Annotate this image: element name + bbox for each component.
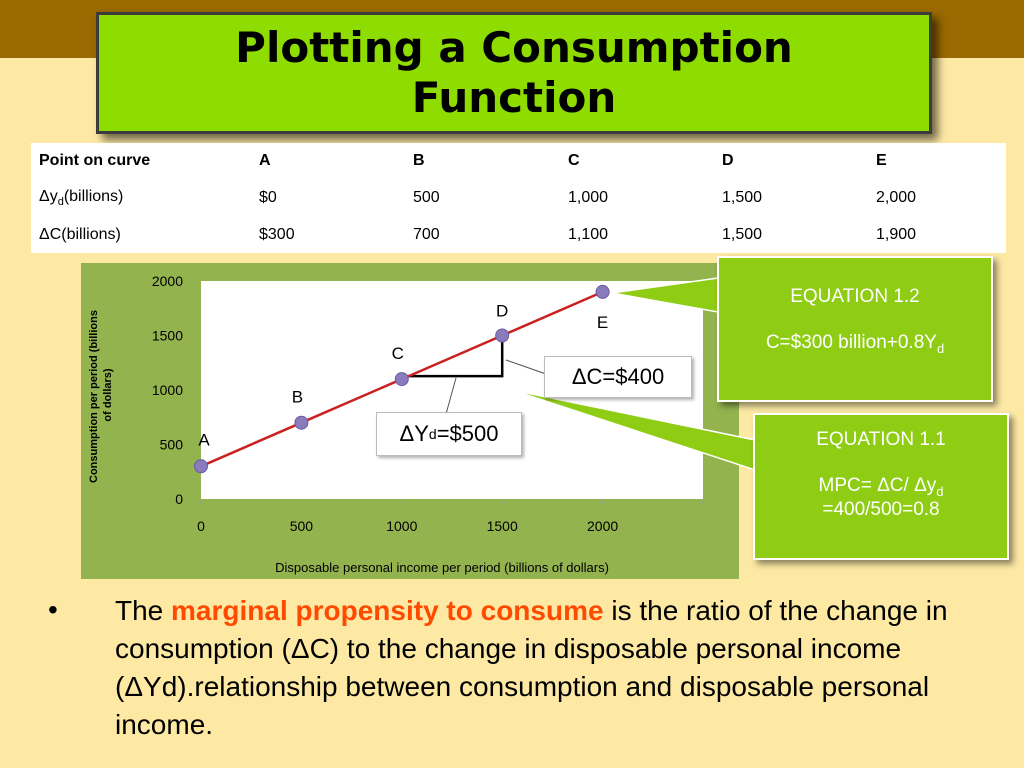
bullet-highlight: marginal propensity to consume <box>171 595 604 626</box>
table-cell: E <box>876 152 887 170</box>
table-cell-suffix: (billions) <box>63 187 124 205</box>
table-cell: D <box>722 152 734 170</box>
x-tick-marks <box>200 499 704 504</box>
y-axis-label: Consumption per period (billions of doll… <box>88 307 114 483</box>
table-cell: 1,500 <box>722 225 763 243</box>
point-label: C <box>392 344 404 363</box>
y-tick-label: 500 <box>160 437 184 453</box>
table-row: Δyd(billions) $0 500 1,000 1,500 2,000 <box>31 180 1006 217</box>
table-cell-text: Δy <box>39 187 58 205</box>
table-row-header: Point on curve A B C D E <box>31 143 1006 180</box>
y-tick-label: 1000 <box>152 382 183 398</box>
eq12-title: EQUATION 1.2 <box>790 286 920 307</box>
delta-y-prefix: ΔY <box>399 421 429 446</box>
eq12-formula-line: C=$300 billion+0.8Yd <box>719 332 991 356</box>
eq11-subscript: d <box>936 483 944 499</box>
table-cell: $300 <box>259 225 295 243</box>
bullet-rest: is the ratio of the change in consumptio… <box>115 595 948 740</box>
table-cell: 1,500 <box>722 188 763 206</box>
y-tick-labels: 0 500 1000 1500 2000 <box>152 273 183 507</box>
bullet-lead: The <box>115 595 172 626</box>
table-cell: A <box>259 152 271 170</box>
table-cell-subscript: d <box>57 196 64 209</box>
delta-bracket <box>401 335 504 378</box>
delta-y-suffix: =$500 <box>436 421 499 446</box>
table-cell: $0 <box>259 188 277 206</box>
table-cell: 2,000 <box>876 188 917 206</box>
data-point <box>394 372 409 387</box>
eq11-formula-line: MPC= ΔC/ Δyd <box>755 475 1007 499</box>
table-cell: B <box>413 152 425 170</box>
data-points <box>194 284 610 474</box>
x-tick-labels: 0 500 1000 1500 2000 <box>197 518 618 534</box>
point-label: A <box>198 430 210 449</box>
eq12-subscript: d <box>936 340 945 356</box>
y-tick-label: 1500 <box>152 328 183 344</box>
point-label: B <box>292 388 303 407</box>
y-tick-label: 2000 <box>152 273 183 289</box>
table-cell: C <box>568 152 580 170</box>
equation-1-2-box: EQUATION 1.2 C=$300 billion+0.8Yd <box>717 256 993 402</box>
point-label: D <box>496 302 508 321</box>
point-labels: A B C D E <box>198 302 608 450</box>
data-table: Point on curve A B C D E Δyd(billions) $… <box>31 143 1006 253</box>
bullet-marker: • <box>48 594 58 625</box>
eq11-formula: MPC= ΔC/ Δy <box>818 475 937 496</box>
y-axis-label-line2: of dollars) <box>102 368 114 422</box>
table-cell: ΔC(billions) <box>39 225 121 243</box>
table-cell: Point on curve <box>39 152 151 170</box>
table-cell: 1,000 <box>568 188 609 206</box>
x-axis-label: Disposable personal income per period (b… <box>275 560 609 575</box>
x-tick-label: 1500 <box>487 518 518 534</box>
table-cell: 1,900 <box>876 225 917 243</box>
table-cell: Δyd(billions) <box>31 180 251 217</box>
y-tick-label: 0 <box>175 491 183 507</box>
table-cell: 1,100 <box>568 225 609 243</box>
point-label: E <box>597 313 608 332</box>
eq12-formula: C=$300 billion+0.8Y <box>765 332 937 353</box>
delta-c-label: ΔC=$400 <box>544 356 692 398</box>
eq11-title: EQUATION 1.1 <box>816 429 946 450</box>
eq11-result: =400/500=0.8 <box>822 498 940 520</box>
table-row: ΔC(billions) $300 700 1,100 1,500 1,900 <box>31 216 1006 253</box>
table-cell: 700 <box>413 225 440 243</box>
data-point <box>294 415 309 430</box>
x-tick-label: 500 <box>290 518 314 534</box>
x-tick-label: 0 <box>197 518 205 534</box>
bullet-text: The marginal propensity to consume is th… <box>115 592 995 744</box>
equation-1-1-box: EQUATION 1.1 MPC= ΔC/ Δyd =400/500=0.8 <box>753 413 1009 560</box>
x-tick-label: 2000 <box>587 518 618 534</box>
x-tick-label: 1000 <box>386 518 417 534</box>
delta-y-subscript: d <box>428 426 437 442</box>
y-axis-label-line1: Consumption per period (billions <box>88 310 100 483</box>
table-cell: 500 <box>413 188 440 206</box>
data-point <box>495 328 510 343</box>
slide-title: Plotting a Consumption Function <box>235 23 793 122</box>
title-box: Plotting a Consumption Function <box>96 12 932 134</box>
data-point <box>595 284 610 299</box>
delta-y-label: ΔY d =$500 <box>376 412 522 456</box>
data-point <box>194 459 208 474</box>
